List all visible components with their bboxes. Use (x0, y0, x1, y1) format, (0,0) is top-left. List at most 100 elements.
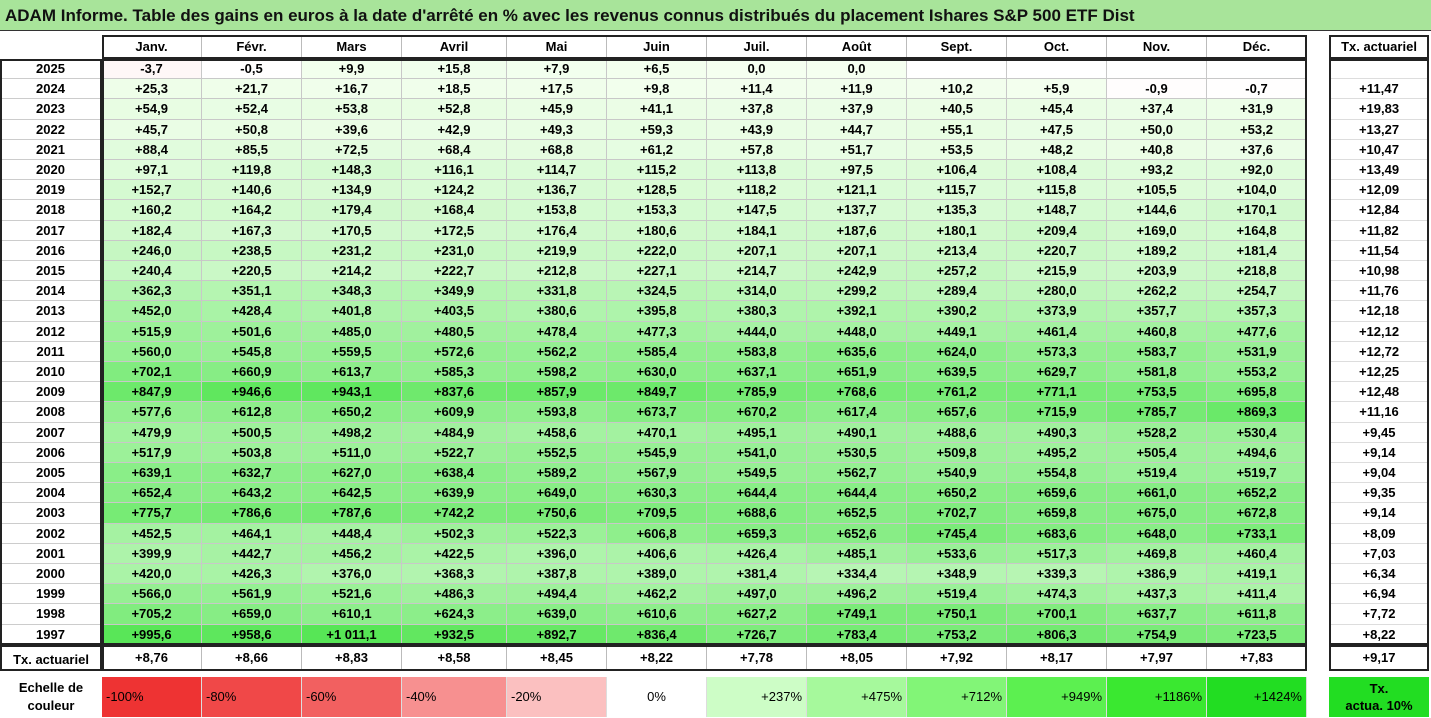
gain-cell: +339,3 (1007, 564, 1107, 585)
gain-cell: +639,1 (102, 463, 202, 484)
tx-actuariel-cell: +12,18 (1329, 301, 1429, 322)
tx-actuariel-cell: +11,54 (1329, 241, 1429, 261)
gain-cell: +262,2 (1107, 281, 1207, 302)
tx-actuariel-month: +8,66 (202, 644, 302, 671)
gain-cell: +494,4 (507, 584, 607, 605)
gain-cell: +399,9 (102, 543, 202, 564)
gain-cell: +53,8 (302, 99, 402, 120)
gain-cell: +452,5 (102, 523, 202, 544)
gain-cell: +673,7 (607, 402, 707, 423)
gain-cell: +401,8 (302, 301, 402, 322)
gain-cell: +659,3 (707, 523, 807, 544)
color-scale-swatch: +1186% (1107, 677, 1207, 717)
tx-legend-line1: Tx. (1369, 681, 1389, 696)
color-scale-swatch: -20% (507, 677, 607, 717)
gain-cell: +444,0 (707, 321, 807, 342)
gain-cell: +240,4 (102, 261, 202, 282)
tx-actuariel-cell: +10,98 (1329, 261, 1429, 282)
year-label: 2014 (0, 281, 102, 302)
gain-cell: +362,3 (102, 281, 202, 302)
gain-cell: +148,7 (1007, 200, 1107, 221)
gain-cell: +231,0 (402, 240, 507, 261)
gain-cell: +502,3 (402, 523, 507, 544)
month-header: Avril (402, 35, 507, 59)
gain-cell: +11,4 (707, 79, 807, 100)
gain-cell: +238,5 (202, 240, 302, 261)
gain-cell: +637,1 (707, 362, 807, 383)
gain-cell: +572,6 (402, 341, 507, 362)
gain-cell: +61,2 (607, 139, 707, 160)
gain-cell: +42,9 (402, 119, 507, 140)
gain-cell: +652,6 (807, 523, 907, 544)
gain-cell: +567,9 (607, 463, 707, 484)
tx-actuariel-month: +7,83 (1207, 644, 1307, 671)
gain-cell: +45,9 (507, 99, 607, 120)
gain-cell: +115,7 (907, 180, 1007, 201)
gain-cell: +118,2 (707, 180, 807, 201)
gain-cell: +11,9 (807, 79, 907, 100)
gain-cell: +351,1 (202, 281, 302, 302)
gain-cell: +511,0 (302, 442, 402, 463)
gain-cell: +573,3 (1007, 341, 1107, 362)
gain-cell: +464,1 (202, 523, 302, 544)
gain-cell: +59,3 (607, 119, 707, 140)
gain-cell: +589,2 (507, 463, 607, 484)
gain-cell: +7,9 (507, 59, 607, 80)
gain-cell: +92,0 (1207, 160, 1307, 181)
gain-cell: +639,0 (507, 604, 607, 625)
gain-cell: +530,5 (807, 442, 907, 463)
gain-cell: +488,6 (907, 422, 1007, 443)
gain-cell: +380,3 (707, 301, 807, 322)
gain-cell: +477,3 (607, 321, 707, 342)
gain-cell: +651,9 (807, 362, 907, 383)
year-label: 2008 (0, 402, 102, 423)
gain-cell: +630,0 (607, 362, 707, 383)
color-scale-swatch: +1424% (1207, 677, 1307, 717)
gain-cell: +648,0 (1107, 523, 1207, 544)
gain-cell: +41,1 (607, 99, 707, 120)
month-header: Nov. (1107, 35, 1207, 59)
gain-cell: +52,8 (402, 99, 507, 120)
gain-cell: +1 011,1 (302, 624, 402, 645)
gain-cell: +643,2 (202, 483, 302, 504)
gain-cell: +723,5 (1207, 624, 1307, 645)
gain-cell: +477,6 (1207, 321, 1307, 342)
gain-cell: +785,9 (707, 382, 807, 403)
gain-cell: +357,3 (1207, 301, 1307, 322)
gain-cell: +176,4 (507, 220, 607, 241)
gain-cell: +460,4 (1207, 543, 1307, 564)
gain-cell: +403,5 (402, 301, 507, 322)
gain-cell: +470,1 (607, 422, 707, 443)
gain-cell: +749,1 (807, 604, 907, 625)
tx-actuariel-month: +8,76 (102, 644, 202, 671)
gain-cell: +37,4 (1107, 99, 1207, 120)
gain-cell: +108,4 (1007, 160, 1107, 181)
month-header: Oct. (1007, 35, 1107, 59)
tx-actuariel-cell: +13,27 (1329, 120, 1429, 140)
gain-cell: +627,0 (302, 463, 402, 484)
gain-cell: +164,2 (202, 200, 302, 221)
color-scale-label-line1: Echelle de (18, 680, 84, 695)
gain-cell: +661,0 (1107, 483, 1207, 504)
year-label: 2023 (0, 99, 102, 120)
gain-cell: +93,2 (1107, 160, 1207, 181)
year-label: 1997 (0, 624, 102, 645)
color-scale-swatch: +237% (707, 677, 807, 717)
gain-cell: +219,9 (507, 240, 607, 261)
gain-cell: +750,1 (907, 604, 1007, 625)
color-scale-swatch: +949% (1007, 677, 1107, 717)
gain-cell: +114,7 (507, 160, 607, 181)
month-header: Févr. (202, 35, 302, 59)
gain-cell: +164,8 (1207, 220, 1307, 241)
gain-cell: +958,6 (202, 624, 302, 645)
gain-cell: +530,4 (1207, 422, 1307, 443)
gain-cell: +449,1 (907, 321, 1007, 342)
gain-cell: +152,7 (102, 180, 202, 201)
gain-cell: +652,4 (102, 483, 202, 504)
tx-actuariel-cell: +12,09 (1329, 180, 1429, 201)
gain-cell: +68,8 (507, 139, 607, 160)
tx-actuariel-cell: +9,04 (1329, 463, 1429, 484)
gain-cell: +675,0 (1107, 503, 1207, 524)
year-label: 2001 (0, 543, 102, 564)
gain-cell: +490,1 (807, 422, 907, 443)
